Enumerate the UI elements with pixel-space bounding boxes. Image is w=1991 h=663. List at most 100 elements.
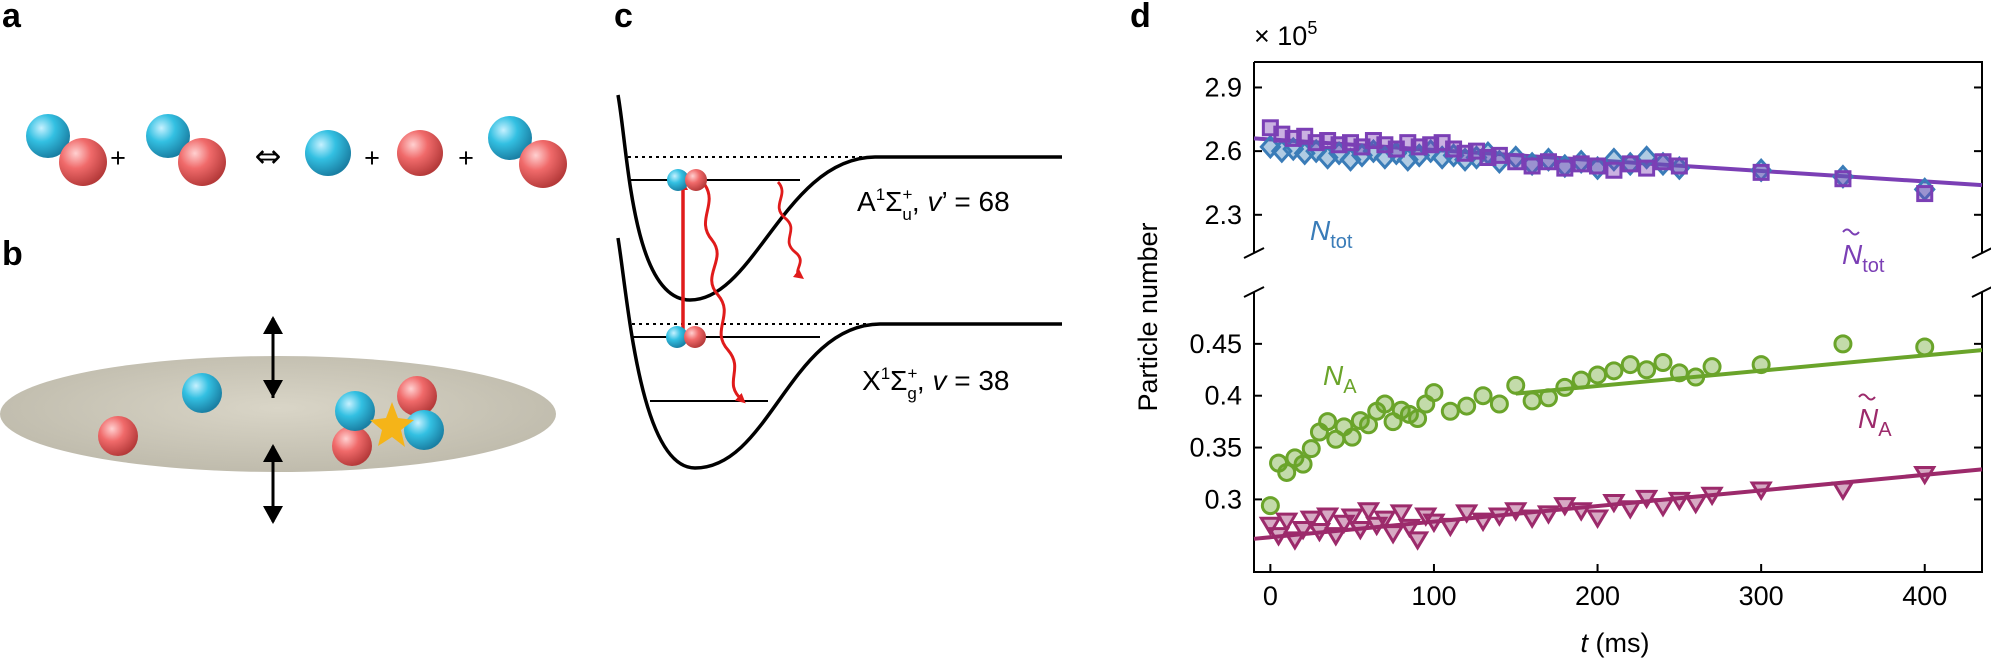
- data-point-square: [1754, 165, 1768, 179]
- x-tick-label: 400: [1902, 581, 1947, 611]
- lower-state-label: X1Σ+ g, v = 38: [862, 364, 1010, 403]
- data-point-triangle: [1539, 507, 1557, 522]
- data-point-square: [1574, 157, 1588, 171]
- data-point-circle: [1573, 372, 1589, 388]
- legend-n-tot: Ntot: [1310, 215, 1353, 253]
- data-point-circle: [1377, 396, 1393, 412]
- red-atom: [684, 326, 706, 348]
- red-atom: [178, 138, 226, 186]
- molecule-1: [26, 114, 107, 186]
- cyan-atom: [404, 410, 444, 450]
- red-atom: [332, 426, 372, 466]
- x-tick-label: 200: [1575, 581, 1620, 611]
- emission-wavy-arrow: [778, 182, 800, 276]
- data-point-circle: [1557, 379, 1573, 395]
- y-tick-label: 0.45: [1189, 329, 1242, 359]
- data-point-circle: [1262, 498, 1278, 514]
- data-point-square: [1591, 159, 1605, 173]
- cyan-atom: [182, 373, 222, 413]
- plus-sign: +: [364, 143, 380, 173]
- panel-b-trap: [0, 316, 556, 524]
- data-point-square: [1492, 148, 1506, 162]
- data-point-triangle: [1474, 514, 1492, 529]
- data-point-square: [1541, 155, 1555, 169]
- data-point-circle: [1606, 363, 1622, 379]
- data-point-circle: [1540, 390, 1556, 406]
- data-point-circle: [1426, 385, 1442, 401]
- data-point-triangle: [1409, 533, 1427, 548]
- red-atom: [685, 169, 707, 191]
- y-tick-label: 2.3: [1204, 200, 1242, 230]
- data-point-triangle: [1654, 500, 1672, 515]
- fit-lines: [1254, 138, 1982, 538]
- data-point-circle: [1508, 377, 1524, 393]
- data-point-square: [1558, 161, 1572, 175]
- data-point-circle: [1303, 441, 1319, 457]
- data-point-square: [1640, 161, 1654, 175]
- data-point-circle: [1639, 362, 1655, 378]
- data-point-circle: [1704, 359, 1720, 375]
- data-point-circle: [1524, 393, 1540, 409]
- data-point-square: [1607, 163, 1621, 177]
- data-point-triangle: [1441, 519, 1459, 534]
- data-point-circle: [1295, 456, 1311, 472]
- red-atom: [397, 376, 437, 416]
- red-atom: [59, 138, 107, 186]
- figure: a b c d + ⇔ + +: [0, 0, 1991, 663]
- x-axis-label: t (ms): [1581, 628, 1650, 658]
- x-tick-label: 100: [1411, 581, 1456, 611]
- data-point-circle: [1590, 367, 1606, 383]
- data-point-square: [1918, 187, 1932, 201]
- tilde-icon: [1859, 395, 1875, 400]
- data-point-triangle: [1834, 483, 1852, 498]
- data-point-triangle: [1392, 506, 1410, 521]
- data-point-circle: [1491, 396, 1507, 412]
- data-point-square: [1672, 159, 1686, 173]
- data-point-circle: [1475, 388, 1491, 404]
- data-point-triangle: [1687, 497, 1705, 512]
- data-point-circle: [1753, 357, 1769, 373]
- plus-sign: +: [110, 143, 126, 173]
- panel-label-a: a: [2, 0, 22, 35]
- red-atom: [519, 140, 567, 188]
- data-point-square: [1656, 155, 1670, 169]
- y-axis-label: Particle number: [1133, 222, 1163, 411]
- panel-label-b: b: [2, 235, 23, 273]
- tilde-icon: [1843, 230, 1859, 235]
- plus-sign: +: [458, 143, 474, 173]
- y-tick-label: 0.3: [1204, 484, 1242, 514]
- scale-factor: × 105: [1254, 18, 1317, 51]
- red-atom: [397, 130, 443, 176]
- y-tick-label: 0.35: [1189, 433, 1242, 463]
- cyan-atom: [305, 130, 351, 176]
- panel-c-potentials: A1Σ+ u, v’ = 68 X1Σ+ g, v = 38: [618, 95, 1062, 468]
- data-point-circle: [1622, 357, 1638, 373]
- cyan-atom: [335, 391, 375, 431]
- panel-a-reaction: + ⇔ + +: [26, 114, 567, 188]
- y-tick-label: 2.6: [1204, 136, 1242, 166]
- data-marks: [1261, 121, 1933, 548]
- data-point-circle: [1835, 336, 1851, 352]
- x-tick-label: 300: [1739, 581, 1784, 611]
- data-point-circle: [1320, 414, 1336, 430]
- y-tick-label: 2.9: [1204, 72, 1242, 102]
- molecule-upper: [667, 169, 707, 191]
- upper-state-label: A1Σ+ u, v’ = 68: [857, 185, 1010, 224]
- data-point-triangle: [1589, 511, 1607, 526]
- red-atom: [98, 416, 138, 456]
- data-point-triangle: [1384, 527, 1402, 542]
- equilibrium-arrow: ⇔: [255, 137, 282, 175]
- data-point-circle: [1442, 403, 1458, 419]
- molecule-lower: [666, 326, 706, 348]
- data-point-square: [1623, 157, 1637, 171]
- data-point-circle: [1344, 429, 1360, 445]
- svg-text:NA: NA: [1858, 403, 1892, 441]
- data-point-square: [1509, 155, 1523, 169]
- data-point-square: [1836, 172, 1850, 186]
- y-tick-label: 0.4: [1204, 381, 1242, 411]
- data-point-triangle: [1523, 511, 1541, 526]
- svg-text:Ntot: Ntot: [1842, 239, 1885, 277]
- data-point-circle: [1671, 365, 1687, 381]
- x-tick-label: 0: [1263, 581, 1278, 611]
- panel-label-d: d: [1130, 0, 1151, 35]
